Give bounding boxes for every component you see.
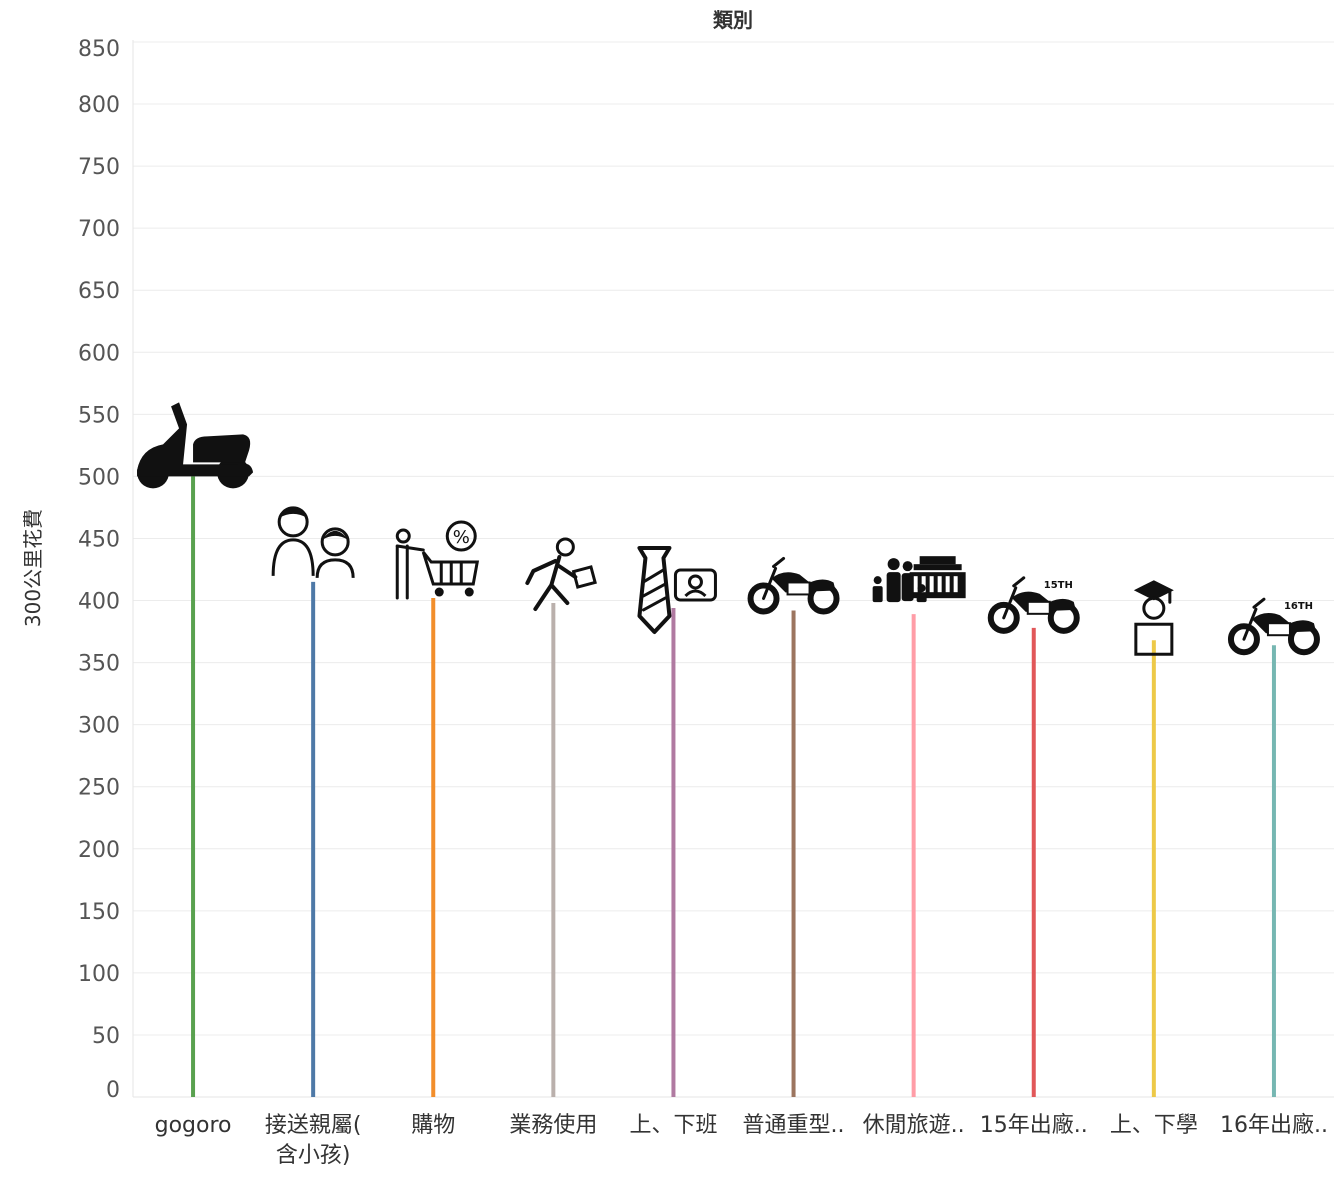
svg-text:16TH: 16TH [1284, 601, 1313, 612]
x-tick-label: 業務使用 [509, 1113, 597, 1138]
x-tick-label: 上、下學 [1110, 1113, 1198, 1138]
chart-title: 類別 [713, 8, 753, 32]
x-tick-label: 接送親屬( [265, 1113, 362, 1138]
x-tick-label: 普通重型.. [743, 1113, 845, 1138]
x-axis-labels: gogoro 接送親屬( 含小孩) 購物 業務使用 上、下班 普通重型.. 休閒旅遊.. 15年… [155, 1113, 1328, 1168]
y-tick-label: 0 [106, 1078, 120, 1103]
x-tick-label: 含小孩) [276, 1143, 351, 1168]
y-tick-label: 450 [78, 527, 120, 552]
y-tick-label: 750 [78, 155, 120, 180]
x-tick-label: 16年出廠.. [1220, 1113, 1328, 1138]
y-tick-label: 800 [78, 93, 120, 118]
business-person-icon [525, 537, 597, 612]
y-tick-label: 700 [78, 217, 120, 242]
y-tick-label: 400 [78, 590, 120, 615]
motorcycle-16th-icon: 16TH [1227, 597, 1320, 656]
graduate-icon [1133, 580, 1174, 656]
y-tick-label: 500 [78, 465, 120, 490]
svg-text:15TH: 15TH [1044, 580, 1073, 591]
x-tick-label: 購物 [411, 1113, 455, 1138]
y-tick-label: 150 [78, 900, 120, 925]
y-tick-label: 50 [92, 1024, 120, 1049]
axes [132, 40, 1334, 1098]
scooter-icon [137, 402, 254, 489]
y-tick-label: 350 [78, 652, 120, 677]
y-tick-label: 100 [78, 962, 120, 987]
lollipop-stems [191, 476, 1276, 1097]
y-tick-label: 200 [78, 838, 120, 863]
gridlines [133, 41, 1334, 1036]
x-tick-label: 休閒旅遊.. [863, 1113, 965, 1138]
y-tick-label: 600 [78, 341, 120, 366]
svg-text:%: % [453, 527, 470, 548]
x-tick-label: 上、下班 [629, 1113, 717, 1138]
x-tick-label: 15年出廠.. [980, 1113, 1088, 1138]
shopping-cart-icon: % [395, 520, 480, 600]
parent-child-icon [271, 506, 355, 578]
family-travel-icon [872, 556, 966, 603]
y-tick-label: 550 [78, 403, 120, 428]
lollipop-icons: % 15TH 16TH [137, 402, 1320, 656]
x-tick-label: gogoro [155, 1113, 232, 1138]
motorcycle-icon [747, 556, 840, 615]
y-tick-label: 850 [78, 37, 120, 62]
y-tick-label: 250 [78, 776, 120, 801]
y-tick-label: 300 [78, 714, 120, 739]
motorcycle-15th-icon: 15TH [987, 576, 1080, 634]
y-axis-label: 300公里花費 [21, 509, 45, 627]
y-tick-label: 650 [78, 279, 120, 304]
tie-badge-icon [637, 545, 717, 634]
y-axis-ticks: 0 50 100 150 200 250 300 350 400 450 500 550 600 650 7… [78, 37, 120, 1103]
